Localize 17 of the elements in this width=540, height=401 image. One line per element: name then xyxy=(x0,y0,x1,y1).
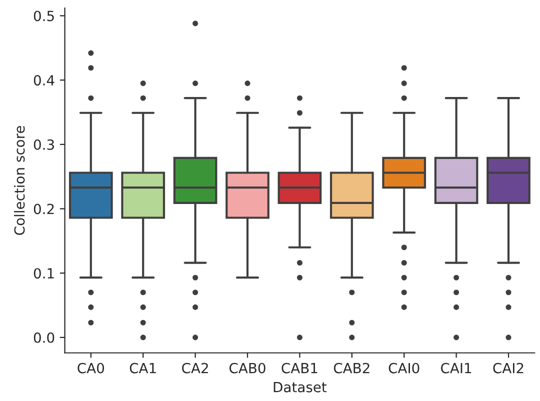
y-tick-label: 0.1 xyxy=(34,268,54,279)
x-tick-label: CAB2 xyxy=(334,362,370,374)
x-tick-label: CAI2 xyxy=(493,362,524,374)
x-tick-label: CA0 xyxy=(78,362,104,374)
x-tick-label: CAI0 xyxy=(388,362,420,374)
y-tick-label: 0.5 xyxy=(34,10,54,22)
x-axis-title: Dataset xyxy=(274,382,327,392)
x-tick-label: CAB0 xyxy=(229,362,266,374)
y-tick-label: 0.0 xyxy=(34,332,54,343)
x-tick-label: CA2 xyxy=(182,362,208,374)
y-tick-label: 0.2 xyxy=(34,204,54,214)
y-axis-title: Collection score xyxy=(14,126,25,235)
y-tick-label: 0.4 xyxy=(34,75,54,86)
y-tick-label: 0.3 xyxy=(34,139,54,150)
x-tick-label: CAB1 xyxy=(282,362,318,374)
x-tick-label: CAI1 xyxy=(441,362,472,374)
x-tick-label: CA1 xyxy=(130,362,156,374)
